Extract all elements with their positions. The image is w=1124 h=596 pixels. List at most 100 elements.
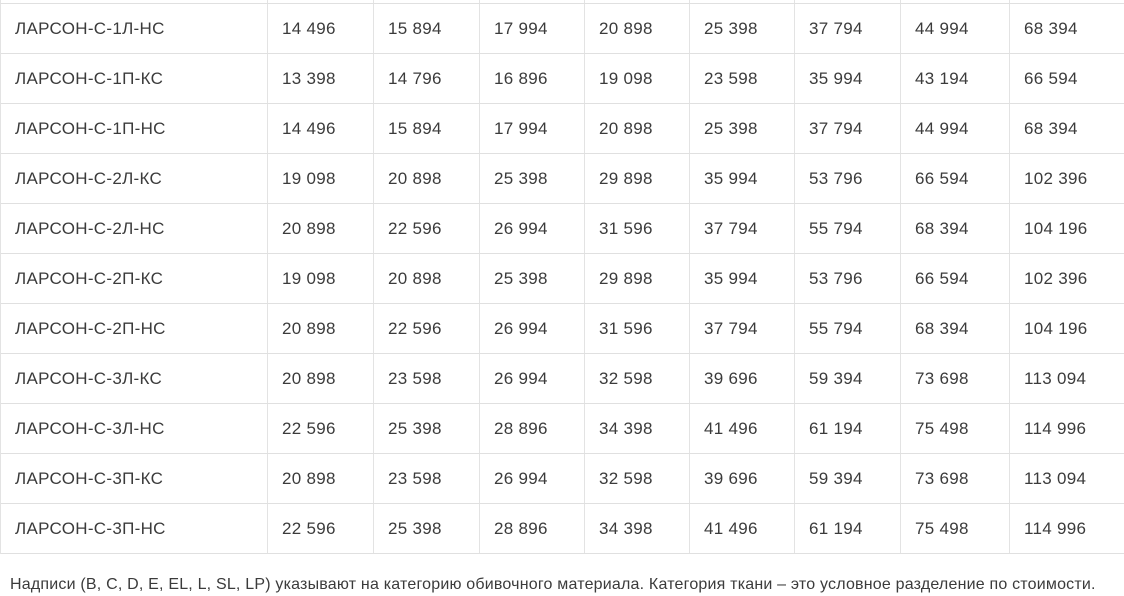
price-cell: 66 594 bbox=[901, 254, 1010, 303]
price-cell: 25 398 bbox=[480, 154, 585, 203]
price-cell: 22 596 bbox=[374, 204, 480, 253]
price-cell: 113 094 bbox=[1024, 468, 1087, 488]
crop-cell bbox=[901, 0, 1010, 3]
table-row: ЛАРСОН-С-3Л-НС 22 596 25 398 28 896 34 3… bbox=[1, 404, 1124, 454]
price-cell: 23 598 bbox=[690, 54, 795, 103]
price-cell: 25 398 bbox=[480, 254, 585, 303]
price-cell: 22 596 bbox=[374, 304, 480, 353]
model-name-cell: ЛАРСОН-С-3Л-КС bbox=[1, 354, 268, 403]
price-cell: 35 994 bbox=[795, 54, 901, 103]
price-cell: 104 196 bbox=[1024, 218, 1088, 238]
price-cell: 25 398 bbox=[690, 104, 795, 153]
price-cell: 37 794 bbox=[795, 4, 901, 53]
price-cell: 20 898 bbox=[268, 354, 374, 403]
table-row: ЛАРСОН-С-1Л-НС 14 496 15 894 17 994 20 8… bbox=[1, 4, 1124, 54]
crop-cell bbox=[690, 0, 795, 3]
price-cell: 25 398 bbox=[374, 504, 480, 553]
price-cell: 26 994 bbox=[480, 304, 585, 353]
price-cell: 15 894 bbox=[374, 4, 480, 53]
model-name-cell: ЛАРСОН-С-2Л-КС bbox=[1, 154, 268, 203]
crop-cell bbox=[268, 0, 374, 3]
price-cell: 29 898 bbox=[585, 254, 690, 303]
table-row: ЛАРСОН-С-1П-КС 13 398 14 796 16 896 19 0… bbox=[1, 54, 1124, 104]
table-row: ЛАРСОН-С-1П-НС 14 496 15 894 17 994 20 8… bbox=[1, 104, 1124, 154]
model-name-cell: ЛАРСОН-С-1П-НС bbox=[1, 104, 268, 153]
crop-cell bbox=[795, 0, 901, 3]
table-row: ЛАРСОН-С-3П-НС 22 596 25 398 28 896 34 3… bbox=[1, 504, 1124, 554]
price-cell: 53 796 bbox=[795, 254, 901, 303]
price-cell: 73 698 bbox=[901, 454, 1010, 503]
price-cell: 61 194 bbox=[795, 404, 901, 453]
price-cell: 13 398 bbox=[268, 54, 374, 103]
price-cell: 55 794 bbox=[795, 204, 901, 253]
model-name-cell: ЛАРСОН-С-2П-НС bbox=[1, 304, 268, 353]
price-cell: 68 394 bbox=[1024, 118, 1078, 138]
crop-cell bbox=[585, 0, 690, 3]
price-cell: 44 994 bbox=[901, 104, 1010, 153]
price-cell: 26 994 bbox=[480, 204, 585, 253]
price-cell: 41 496 bbox=[690, 504, 795, 553]
price-cell: 53 796 bbox=[795, 154, 901, 203]
price-cell: 25 398 bbox=[690, 4, 795, 53]
price-cell: 17 994 bbox=[480, 104, 585, 153]
price-cell: 28 896 bbox=[480, 404, 585, 453]
price-cell: 20 898 bbox=[374, 154, 480, 203]
price-cell: 102 396 bbox=[1024, 268, 1088, 288]
price-cell: 73 698 bbox=[901, 354, 1010, 403]
price-cell: 61 194 bbox=[795, 504, 901, 553]
price-cell: 113 094 bbox=[1024, 368, 1087, 388]
price-cell: 39 696 bbox=[690, 354, 795, 403]
price-cell: 44 994 bbox=[901, 4, 1010, 53]
table-row: ЛАРСОН-С-2П-КС 19 098 20 898 25 398 29 8… bbox=[1, 254, 1124, 304]
price-cell: 35 994 bbox=[690, 154, 795, 203]
crop-cell bbox=[480, 0, 585, 3]
price-cell: 43 194 bbox=[901, 54, 1010, 103]
price-cell: 66 594 bbox=[1024, 68, 1078, 88]
crop-cell bbox=[1, 0, 268, 3]
table-row: ЛАРСОН-С-2П-НС 20 898 22 596 26 994 31 5… bbox=[1, 304, 1124, 354]
price-cell: 37 794 bbox=[690, 204, 795, 253]
price-cell: 102 396 bbox=[1024, 168, 1088, 188]
price-cell: 59 394 bbox=[795, 454, 901, 503]
price-cell: 34 398 bbox=[585, 504, 690, 553]
price-cell: 15 894 bbox=[374, 104, 480, 153]
price-cell: 35 994 bbox=[690, 254, 795, 303]
table-top-crop bbox=[0, 0, 1124, 4]
price-cell: 20 898 bbox=[374, 254, 480, 303]
price-cell: 68 394 bbox=[901, 204, 1010, 253]
price-cell: 37 794 bbox=[690, 304, 795, 353]
price-table: ЛАРСОН-С-1Л-НС 14 496 15 894 17 994 20 8… bbox=[0, 4, 1124, 554]
model-name-cell: ЛАРСОН-С-2Л-НС bbox=[1, 204, 268, 253]
model-name-cell: ЛАРСОН-С-1Л-НС bbox=[1, 4, 268, 53]
price-cell: 16 896 bbox=[480, 54, 585, 103]
price-cell: 75 498 bbox=[901, 504, 1010, 553]
price-cell: 20 898 bbox=[268, 454, 374, 503]
price-cell: 14 496 bbox=[268, 104, 374, 153]
model-name-cell: ЛАРСОН-С-3Л-НС bbox=[1, 404, 268, 453]
price-cell: 26 994 bbox=[480, 354, 585, 403]
price-cell: 17 994 bbox=[480, 4, 585, 53]
price-cell: 19 098 bbox=[585, 54, 690, 103]
price-cell: 41 496 bbox=[690, 404, 795, 453]
model-name-cell: ЛАРСОН-С-3П-НС bbox=[1, 504, 268, 553]
model-name-cell: ЛАРСОН-С-3П-КС bbox=[1, 454, 268, 503]
price-cell: 68 394 bbox=[1024, 18, 1078, 38]
price-cell: 25 398 bbox=[374, 404, 480, 453]
price-cell: 20 898 bbox=[268, 204, 374, 253]
price-cell: 34 398 bbox=[585, 404, 690, 453]
table-row: ЛАРСОН-С-3Л-КС 20 898 23 598 26 994 32 5… bbox=[1, 354, 1124, 404]
price-cell: 26 994 bbox=[480, 454, 585, 503]
price-cell: 68 394 bbox=[901, 304, 1010, 353]
price-cell: 39 696 bbox=[690, 454, 795, 503]
model-name-cell: ЛАРСОН-С-2П-КС bbox=[1, 254, 268, 303]
price-cell: 19 098 bbox=[268, 254, 374, 303]
price-cell: 55 794 bbox=[795, 304, 901, 353]
price-cell: 31 596 bbox=[585, 304, 690, 353]
fabric-category-note: Надписи (B, C, D, E, EL, L, SL, LP) указ… bbox=[10, 576, 1096, 593]
price-cell: 37 794 bbox=[795, 104, 901, 153]
price-cell: 31 596 bbox=[585, 204, 690, 253]
price-cell: 66 594 bbox=[901, 154, 1010, 203]
price-cell: 19 098 bbox=[268, 154, 374, 203]
table-row: ЛАРСОН-С-2Л-КС 19 098 20 898 25 398 29 8… bbox=[1, 154, 1124, 204]
